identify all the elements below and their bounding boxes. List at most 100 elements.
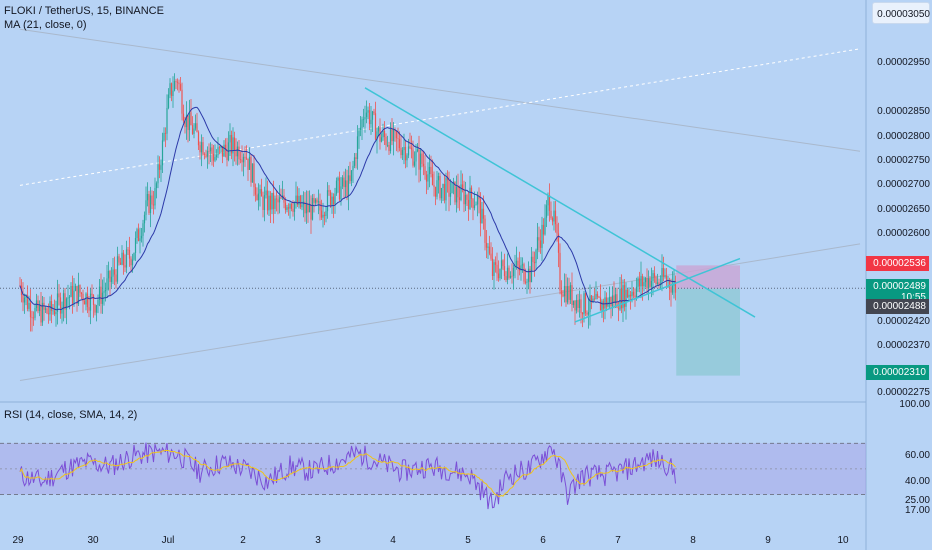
- candle-body: [287, 207, 290, 209]
- candle-body: [79, 285, 81, 293]
- candle-body: [284, 202, 287, 211]
- symbol-header: FLOKI / TetherUS, 15, BINANCE: [4, 5, 164, 17]
- candle-body: [337, 177, 339, 181]
- candle-body: [572, 300, 575, 306]
- candle-body: [137, 229, 140, 241]
- candle-body: [425, 174, 428, 182]
- candle-body: [125, 249, 128, 268]
- candle-body: [454, 181, 456, 203]
- candle-body: [389, 128, 392, 152]
- candle-body: [569, 285, 572, 300]
- time-tick-label: 2: [240, 535, 246, 546]
- candle-body: [193, 128, 195, 134]
- candle-body: [512, 267, 515, 276]
- candle-body: [557, 233, 560, 253]
- candle-body: [649, 278, 651, 287]
- candle-body: [121, 252, 123, 265]
- candle-body: [289, 203, 291, 209]
- candle-body: [259, 189, 261, 194]
- candle-body: [436, 180, 438, 197]
- candle-body: [266, 190, 269, 211]
- candle-body: [652, 273, 654, 281]
- candle-body: [601, 301, 603, 311]
- candle-body: [179, 84, 182, 90]
- candle-body: [56, 293, 59, 312]
- candle-body: [241, 159, 243, 163]
- candle-body: [451, 183, 453, 193]
- candle-body: [461, 184, 464, 190]
- candle-body: [197, 132, 200, 146]
- candle-body: [661, 268, 663, 284]
- candle-body: [215, 155, 218, 158]
- candle-body: [191, 125, 194, 134]
- candle-body: [107, 270, 110, 279]
- time-tick-label: 3: [315, 535, 321, 546]
- candle-body: [410, 147, 413, 150]
- candle-body: [254, 187, 257, 195]
- candle-body: [475, 204, 477, 206]
- candle-body: [116, 256, 119, 282]
- candle-body: [508, 267, 510, 278]
- candle-body: [320, 210, 323, 218]
- candle-body: [185, 115, 188, 128]
- candle-body: [361, 119, 363, 128]
- candle-body: [77, 285, 80, 304]
- candle-body: [407, 146, 410, 156]
- candle-body: [653, 273, 656, 278]
- candle-body: [590, 295, 593, 303]
- candle-body: [163, 132, 165, 141]
- candle-body: [122, 252, 125, 266]
- candle-body: [518, 265, 521, 271]
- candle-body: [110, 276, 113, 282]
- candle-body: [604, 297, 606, 309]
- candle-body: [563, 286, 566, 297]
- candle-body: [109, 270, 111, 282]
- candle-body: [187, 115, 189, 131]
- candle-body: [406, 155, 408, 161]
- candle-body: [392, 129, 395, 142]
- candle-body: [298, 195, 300, 205]
- candle-body: [566, 286, 569, 303]
- time-tick-label: 9: [765, 535, 771, 546]
- candle-body: [211, 147, 213, 155]
- candle-body: [31, 317, 33, 319]
- candle-body: [46, 308, 48, 314]
- candle-body: [331, 196, 333, 206]
- candle-body: [433, 185, 435, 187]
- candle-body: [647, 278, 650, 289]
- candle-body: [61, 307, 63, 314]
- candle-body: [370, 119, 372, 125]
- candle-body: [200, 142, 203, 153]
- candle-body: [100, 286, 102, 304]
- candle-body: [314, 199, 317, 203]
- candle-body: [431, 173, 434, 186]
- ascending-trendline: [574, 282, 677, 323]
- candle-body: [310, 204, 312, 220]
- projection-line: [675, 257, 741, 284]
- candle-body: [232, 137, 234, 154]
- candle-body: [397, 138, 399, 140]
- candle-body: [575, 300, 578, 311]
- candle-body: [424, 166, 426, 175]
- candle-body: [553, 210, 555, 222]
- search-box[interactable]: [872, 2, 930, 24]
- candle-body: [71, 285, 74, 304]
- candle-body: [293, 202, 296, 212]
- candle-body: [404, 146, 407, 161]
- price-tick-label: 0.00002275: [877, 386, 930, 398]
- candle-body: [530, 256, 533, 283]
- candle-body: [95, 305, 98, 313]
- candle-body: [92, 295, 95, 305]
- candle-body: [643, 282, 645, 287]
- candle-body: [22, 295, 24, 303]
- long-term-upper-line: [19, 28, 861, 152]
- candle-body: [371, 111, 374, 120]
- candle-body: [253, 163, 255, 188]
- candle-body: [142, 223, 144, 236]
- candle-body: [134, 238, 137, 253]
- candle-body: [37, 300, 39, 312]
- candle-body: [278, 197, 281, 203]
- candle-body: [446, 178, 449, 181]
